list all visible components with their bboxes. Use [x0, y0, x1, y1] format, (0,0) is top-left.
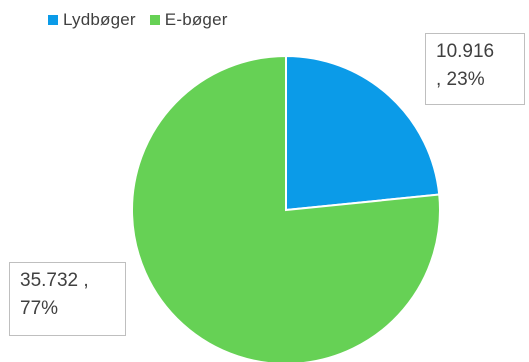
- data-label-lydboger-percent: , 23%: [436, 69, 485, 90]
- legend-item-lydboger: Lydbøger: [48, 10, 136, 30]
- data-label-e-boger-value: 35.732 ,: [20, 270, 89, 291]
- legend-label-e-boger: E-bøger: [164, 10, 228, 29]
- pie-slice-e-boger: [131, 54, 441, 362]
- pie-slice-lydboger: [285, 54, 441, 212]
- data-label-e-boger: 35.732 , 77%: [9, 262, 126, 336]
- chart-legend: Lydbøger E-bøger: [48, 10, 242, 30]
- data-label-e-boger-percent: 77%: [20, 298, 59, 319]
- legend-label-lydboger: Lydbøger: [63, 10, 136, 29]
- legend-swatch-lydboger: [48, 15, 58, 25]
- legend-item-e-boger: E-bøger: [149, 10, 228, 30]
- data-label-lydboger-value: 10.916: [436, 41, 495, 62]
- pie-slices: [131, 54, 441, 362]
- data-label-lydboger: 10.916 , 23%: [425, 33, 525, 105]
- legend-swatch-e-boger: [149, 15, 160, 25]
